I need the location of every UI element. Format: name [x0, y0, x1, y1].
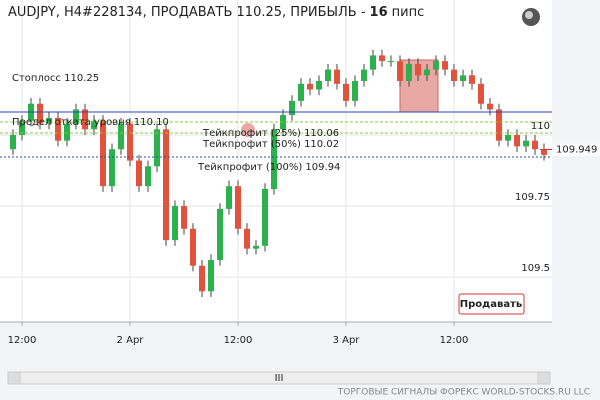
globe-icon-shine[interactable]: [525, 11, 533, 19]
candle-body: [334, 69, 340, 84]
sell-button[interactable]: Продавать: [458, 293, 525, 315]
candle-body: [64, 123, 70, 141]
y-tick-label: 110: [531, 121, 550, 132]
candle-body: [199, 265, 205, 292]
candle-body: [469, 75, 475, 84]
candle-body: [262, 188, 268, 246]
candle-body: [388, 61, 394, 63]
order-label: Предел отката уровня 110.10: [12, 117, 169, 128]
candle-body: [82, 109, 88, 130]
candle-body: [100, 120, 106, 187]
candle-body: [514, 134, 520, 147]
candle-body: [505, 134, 511, 141]
candle-body: [37, 103, 43, 124]
candle-body: [361, 69, 367, 81]
candle-body: [478, 83, 484, 104]
candle-body: [442, 61, 448, 70]
profit-unit: пипс: [392, 5, 425, 20]
y-tick-label: 109.5: [521, 263, 550, 274]
candle-body: [73, 109, 79, 124]
sell-button-label[interactable]: Продавать: [460, 299, 522, 310]
title-text: AUDJPY, H4#228134, ПРОДАВАТЬ 110.25, ПРИ…: [8, 5, 366, 20]
candle-body: [424, 69, 430, 76]
footer: ТОРГОВЫЕ СИГНАЛЫ ФОРЕКС WORLD-STOCKS.RU …: [337, 388, 590, 398]
candle-body: [235, 186, 241, 229]
candle-body: [271, 129, 277, 189]
candle-body: [496, 109, 502, 141]
sell-button-frame[interactable]: [458, 293, 525, 315]
candle-body: [253, 245, 259, 249]
candle-body: [352, 80, 358, 101]
candle-body: [379, 55, 385, 62]
candle-body: [298, 83, 304, 101]
candle-body: [532, 140, 538, 150]
candle-body: [190, 228, 196, 266]
candle-body: [487, 103, 493, 110]
x-tick-label: 3 Apr: [333, 335, 361, 346]
candle-body: [55, 117, 61, 141]
candle-body: [172, 206, 178, 241]
candle-body: [10, 134, 16, 150]
candle-body: [325, 69, 331, 81]
candle-body: [460, 75, 466, 81]
candle-body: [343, 83, 349, 101]
y-tick-label: 109.75: [515, 192, 550, 203]
candle-body: [289, 100, 295, 116]
x-tick-label: 2 Apr: [117, 335, 145, 346]
candle-body: [451, 69, 457, 81]
candle-body: [523, 140, 529, 147]
candle-body: [46, 117, 52, 124]
order-label: Тейкпрофит (25%) 110.06: [202, 128, 339, 139]
x-tick-label: 12:00: [8, 335, 37, 346]
candle-body: [109, 149, 115, 187]
order-label: Тейкпрофит (100%) 109.94: [197, 162, 340, 173]
scroll-right[interactable]: [537, 371, 551, 385]
candle-body: [208, 260, 214, 292]
candle-body: [406, 63, 412, 81]
candle-body: [307, 83, 313, 90]
current-price-box: [552, 143, 600, 156]
candle-body: [19, 120, 25, 135]
x-tick-label: 12:00: [440, 335, 469, 346]
marker: [241, 123, 255, 137]
candle-body: [433, 61, 439, 70]
candle-body: [136, 160, 142, 187]
candle-body: [154, 129, 160, 167]
profit-pips: 16: [370, 5, 388, 20]
candle-body: [163, 129, 169, 241]
candle-body: [145, 166, 151, 187]
candle-body: [127, 123, 133, 161]
candle-body: [415, 63, 421, 76]
candle-body: [91, 120, 97, 130]
candle-body: [370, 55, 376, 70]
x-tick-label: 12:00: [224, 335, 253, 346]
candle-body: [541, 149, 547, 155]
candle-body: [181, 206, 187, 229]
order-label: Стоплосс 110.25: [12, 73, 99, 84]
candle-body: [244, 228, 250, 249]
candle-body: [226, 186, 232, 209]
scroll-thumb[interactable]: III: [275, 373, 284, 384]
candle-body: [397, 61, 403, 81]
current-price-label: 109.949: [556, 144, 597, 155]
candle-body: [217, 208, 223, 261]
scroll-left[interactable]: [7, 371, 21, 385]
candle-body: [316, 80, 322, 90]
order-label: Тейкпрофит (50%) 110.02: [202, 139, 339, 150]
candle-body: [118, 123, 124, 150]
chart-title: AUDJPY, H4#228134, ПРОДАВАТЬ 110.25, ПРИ…: [8, 5, 424, 20]
